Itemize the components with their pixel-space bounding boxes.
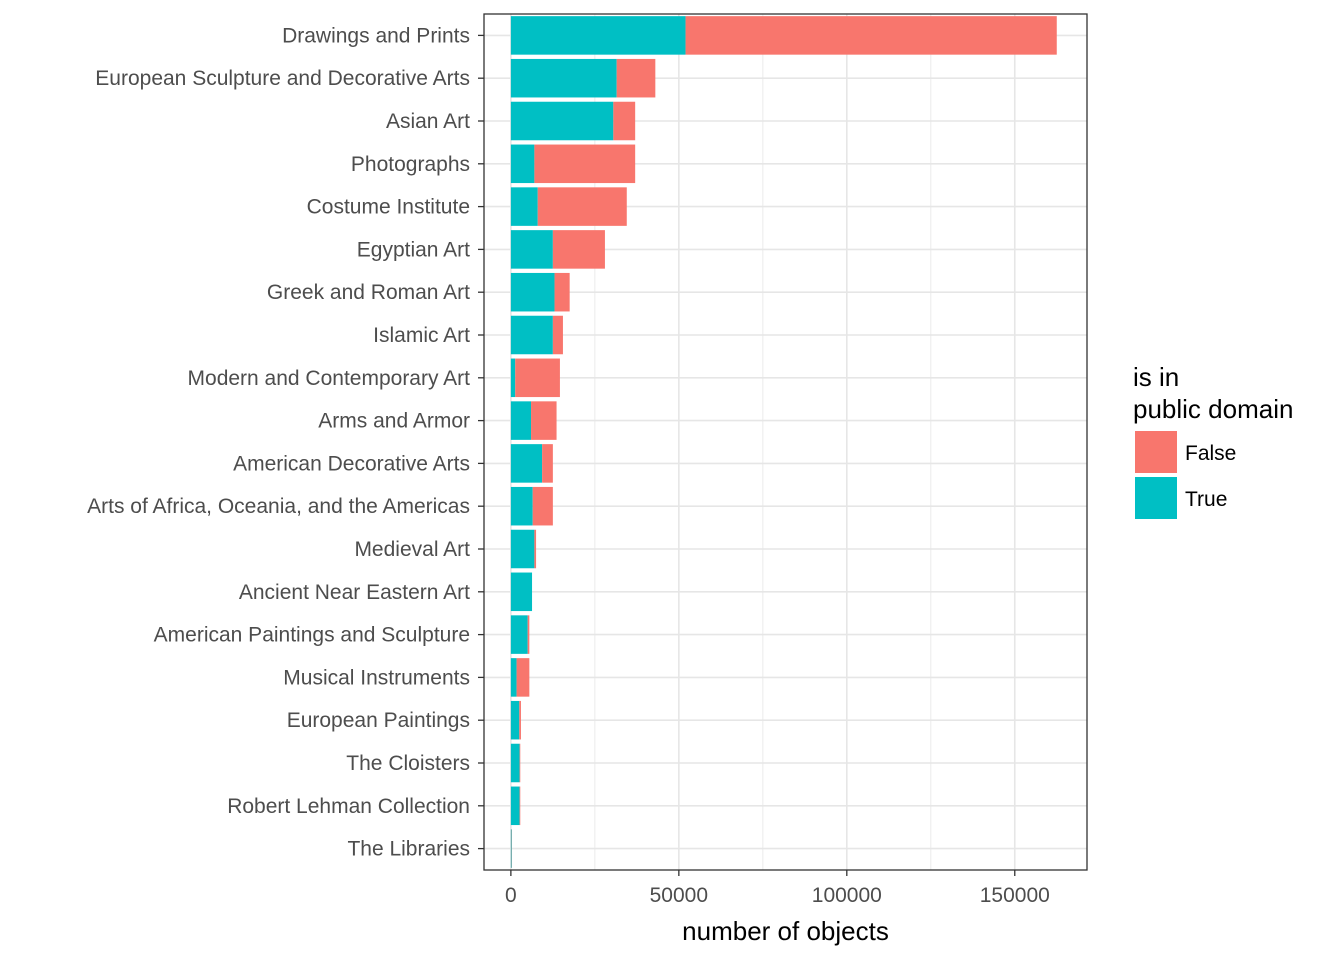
bar-false [531, 401, 557, 440]
bar-true [510, 572, 533, 612]
bar-false [552, 315, 563, 355]
y-tick-label: Drawings and Prints [282, 24, 470, 47]
bar-false [554, 272, 570, 312]
y-tick-label: Medieval Art [354, 538, 470, 561]
bar-true [510, 700, 520, 740]
bar-true [510, 444, 543, 483]
bar-true [510, 358, 516, 398]
x-tick-label: 0 [505, 884, 517, 907]
plot-panel-border [483, 13, 1088, 871]
bar-true [510, 486, 533, 526]
y-tick-label: Robert Lehman Collection [227, 795, 470, 818]
bar-true [510, 58, 617, 98]
bar-true [510, 187, 538, 226]
bar-false [519, 786, 521, 826]
y-tick-label: Modern and Contemporary Art [188, 367, 471, 390]
bar-false [537, 187, 627, 226]
y-tick-label: Costume Institute [307, 196, 470, 219]
bar-true [510, 230, 553, 269]
y-tick-label: Musical Instruments [283, 666, 470, 689]
y-tick-label: American Decorative Arts [233, 452, 470, 475]
y-tick-label: American Paintings and Sculpture [154, 624, 470, 647]
legend-key [1135, 431, 1177, 473]
y-tick-label: European Sculpture and Decorative Arts [95, 67, 470, 90]
x-axis-title: number of objects [682, 916, 889, 946]
bar-true [510, 315, 553, 355]
bar-true [510, 401, 532, 440]
bar-true [510, 829, 512, 868]
bar-false [516, 658, 530, 697]
legend-key [1135, 477, 1177, 519]
y-tick-label: Asian Art [386, 110, 470, 133]
bar-true [510, 144, 535, 184]
bar-true [510, 529, 535, 569]
x-tick-label: 50000 [650, 884, 708, 907]
y-tick-label: The Libraries [347, 838, 470, 861]
bar-true [510, 272, 555, 312]
y-tick-label: The Cloisters [346, 752, 470, 775]
bar-false [532, 486, 553, 526]
bar-false [515, 358, 560, 398]
bar-false [542, 444, 553, 483]
bar-false [534, 529, 537, 569]
bar-false [527, 615, 530, 654]
bar-true [510, 658, 517, 697]
y-tick-label: Arms and Armor [318, 410, 470, 433]
bar-false [552, 230, 605, 269]
bar-false [685, 16, 1057, 55]
y-axis: Drawings and Prints European Sculpture an… [87, 24, 484, 861]
bar-false [519, 743, 521, 783]
bar-true [510, 101, 614, 141]
legend-label: True [1185, 488, 1227, 511]
y-tick-label: Arts of Africa, Oceania, and the America… [87, 495, 470, 518]
legend-title: is in [1133, 362, 1179, 392]
bar-true [510, 786, 520, 826]
legend-label: False [1185, 442, 1236, 465]
bar-false [613, 101, 636, 141]
bar-true [510, 615, 528, 654]
bar-true [510, 16, 686, 55]
legend-title: public domain [1133, 394, 1293, 424]
bar-false [616, 58, 656, 98]
y-tick-label: Greek and Roman Art [267, 281, 470, 304]
y-tick-label: Photographs [351, 153, 470, 176]
y-tick-label: Egyptian Art [357, 238, 470, 261]
y-tick-label: European Paintings [287, 709, 470, 732]
y-tick-label: Islamic Art [373, 324, 470, 347]
bars [510, 16, 1057, 868]
x-tick-label: 150000 [980, 884, 1050, 907]
y-tick-label: Ancient Near Eastern Art [239, 581, 470, 604]
bar-false [519, 700, 521, 740]
x-axis: 0 50000 100000 150000 [505, 870, 1050, 907]
bar-false [534, 144, 636, 184]
x-tick-label: 100000 [812, 884, 882, 907]
bar-true [510, 743, 520, 783]
